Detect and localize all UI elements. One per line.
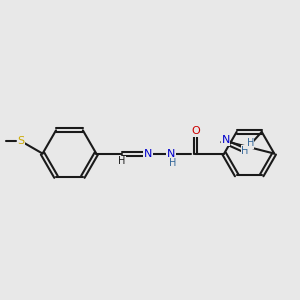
Text: H: H	[241, 146, 249, 155]
Text: N: N	[144, 148, 152, 159]
Text: H: H	[169, 158, 177, 167]
Text: H: H	[247, 138, 254, 148]
Text: H: H	[118, 157, 126, 166]
Text: S: S	[17, 136, 24, 146]
Text: N: N	[221, 135, 230, 145]
Text: O: O	[191, 126, 200, 136]
Text: N: N	[167, 148, 175, 159]
